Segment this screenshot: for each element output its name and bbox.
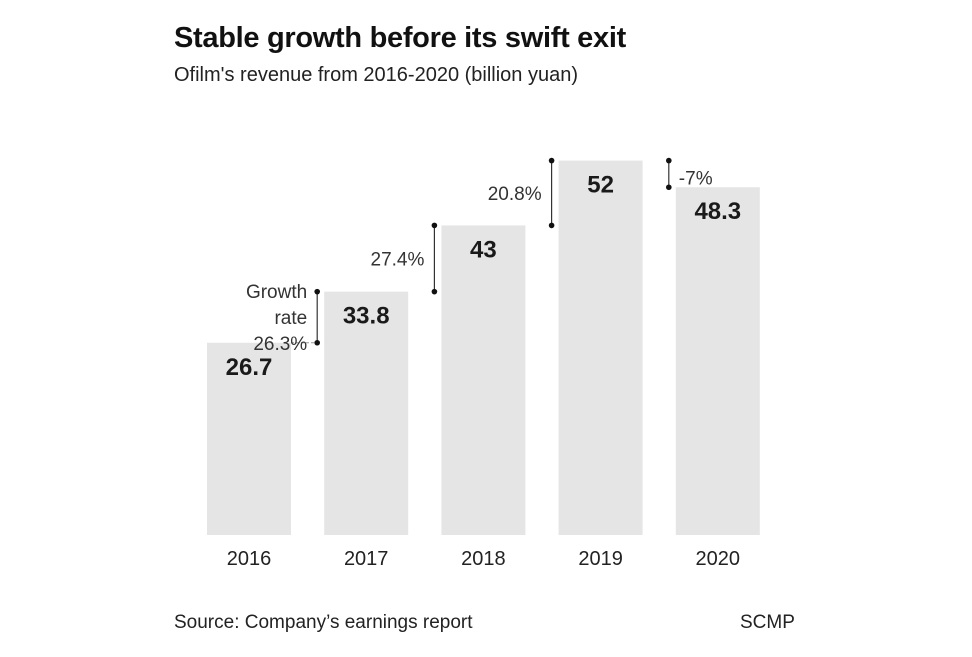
value-label-2018: 43: [470, 236, 497, 263]
bar-2017: [324, 291, 409, 535]
growth-label-prefix: rate: [274, 308, 307, 329]
publisher-credit: SCMP: [740, 612, 795, 633]
bar-2020: [675, 187, 760, 536]
bracket-dot: [431, 222, 438, 229]
category-label-2018: 2018: [461, 548, 506, 570]
category-label-2020: 2020: [696, 548, 741, 570]
chart-title: Stable growth before its swift exit: [174, 22, 626, 54]
category-label-2019: 2019: [578, 548, 623, 570]
growth-label-2017: 26.3%: [253, 334, 307, 355]
source-note: Source: Company’s earnings report: [174, 612, 473, 633]
growth-label-2020: -7%: [679, 169, 713, 190]
bracket-dot: [666, 157, 672, 164]
value-label-2016: 26.7: [226, 354, 273, 381]
bracket-dot: [314, 288, 321, 295]
bar-2019: [558, 160, 643, 535]
growth-label-prefix: Growth: [246, 282, 307, 303]
bar-2018: [441, 225, 526, 535]
chart-subtitle: Ofilm's revenue from 2016-2020 (billion …: [174, 64, 579, 86]
value-label-2019: 52: [587, 172, 614, 199]
value-label-2020: 48.3: [694, 198, 741, 225]
bracket-dot: [314, 339, 321, 346]
category-label-2017: 2017: [344, 548, 389, 570]
category-label-2016: 2016: [227, 548, 272, 570]
bracket-dot: [548, 157, 555, 164]
bracket-dot: [431, 288, 438, 295]
value-label-2017: 33.8: [343, 303, 390, 330]
bracket-dot: [548, 222, 555, 229]
growth-label-2019: 20.8%: [488, 184, 542, 205]
growth-label-2018: 27.4%: [371, 250, 425, 271]
bar-2016: [207, 342, 291, 535]
bracket-dot: [666, 184, 672, 191]
